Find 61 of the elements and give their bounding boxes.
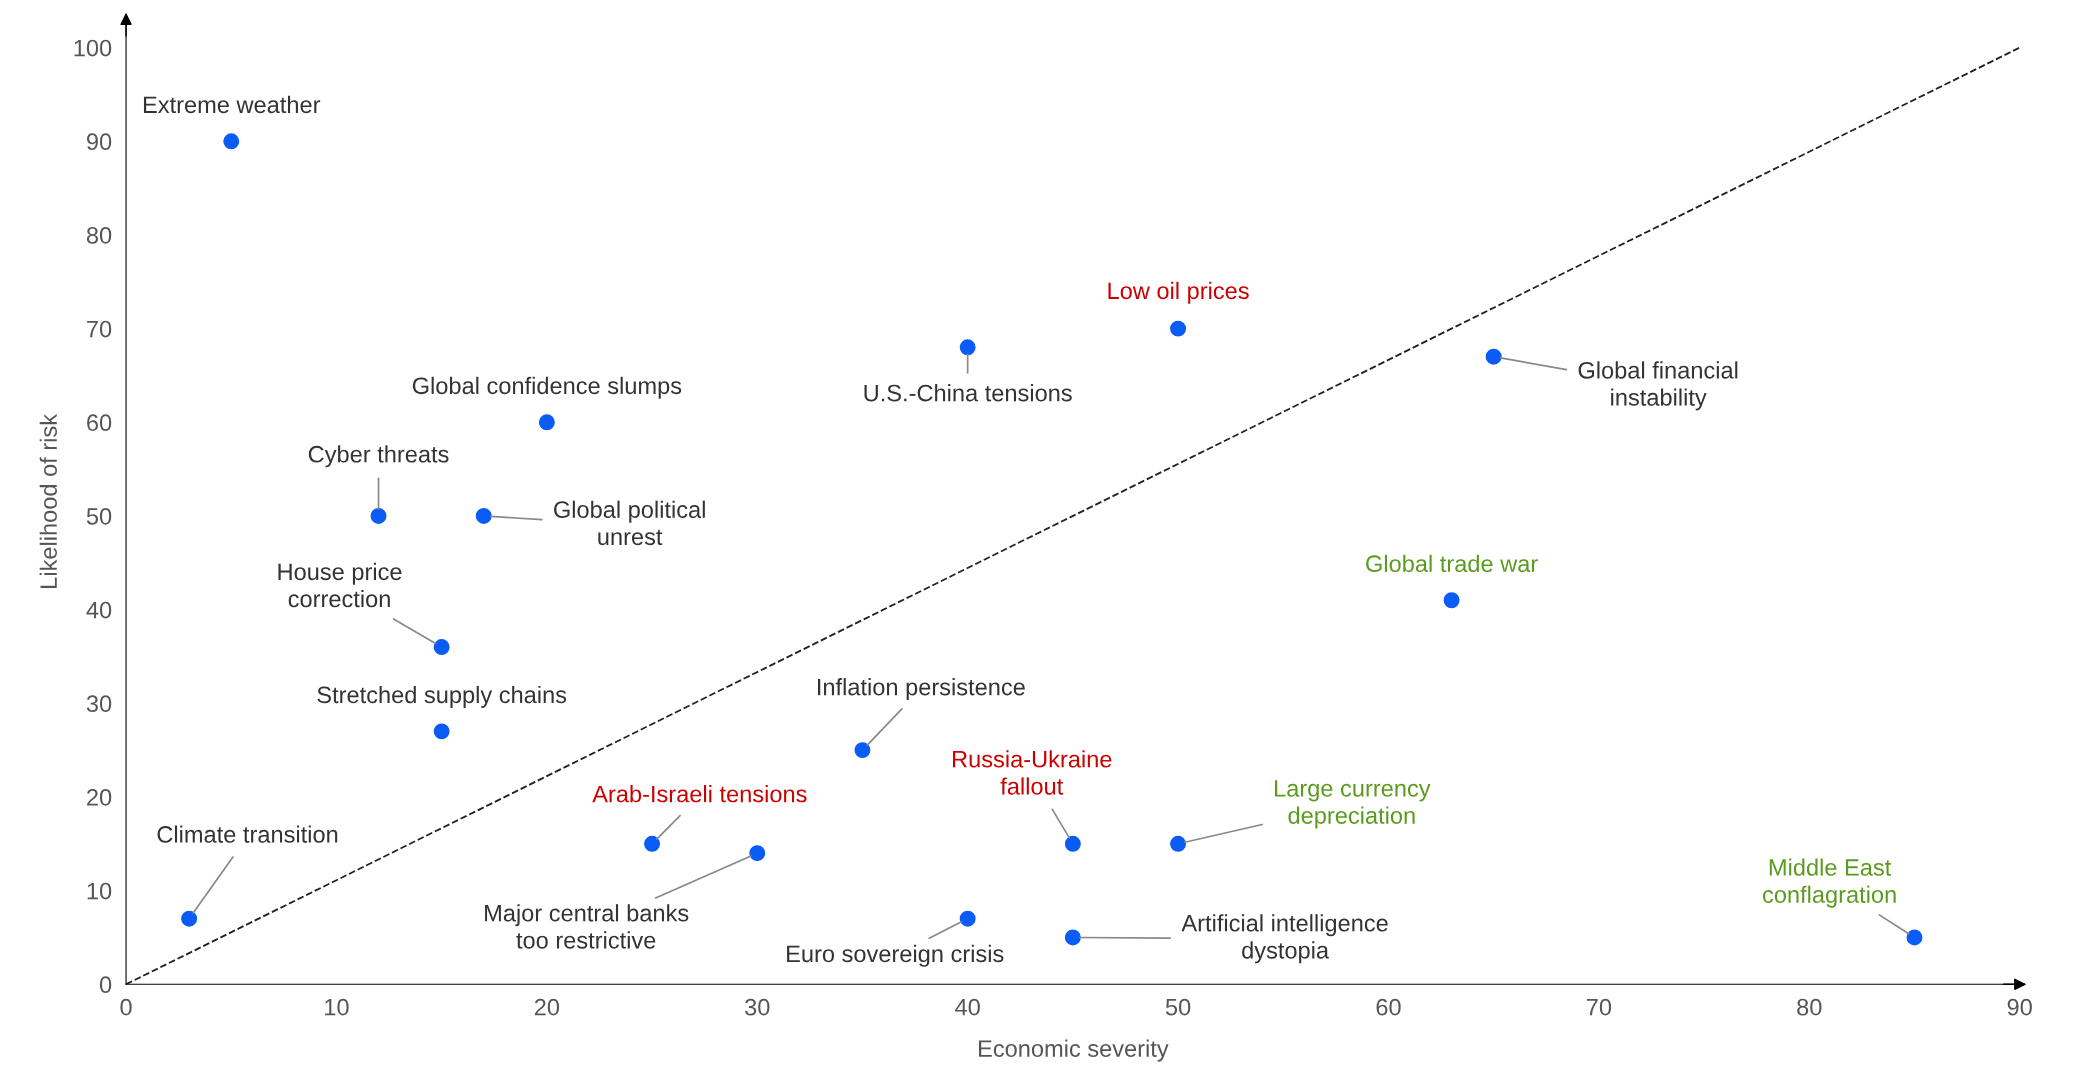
annotation: Global confidence slumps <box>412 376 682 399</box>
point <box>1906 929 1923 946</box>
annotation: Global trade war <box>1366 554 1538 573</box>
x-tick-label: 90 <box>2007 998 2032 1016</box>
x-tick-label: 60 <box>1376 998 1401 1016</box>
point <box>181 910 198 927</box>
y-axis-title: Likelihood of risk <box>39 413 57 588</box>
point <box>1064 929 1081 946</box>
x-axis-title: Economic severity <box>979 1039 1169 1062</box>
point <box>475 507 492 524</box>
annotation: Extreme weather <box>143 95 321 114</box>
annotation: Stretched supply chains <box>317 685 567 708</box>
y-tick-label: 80 <box>86 227 112 244</box>
point <box>433 723 450 740</box>
point <box>854 742 871 759</box>
annotation: Low oil prices <box>1108 281 1249 304</box>
y-tick-label: 0 <box>99 976 112 994</box>
point <box>1485 348 1502 365</box>
point <box>1443 592 1460 609</box>
annotation: Inflation persistence <box>818 678 1025 701</box>
y-tick-label: 30 <box>86 695 112 713</box>
y-tick-label: 40 <box>86 601 112 619</box>
y-tick-label: 100 <box>74 39 112 57</box>
y-tick-label: 10 <box>87 882 112 900</box>
annotation: Climate transition <box>157 825 338 843</box>
point <box>223 133 240 150</box>
x-tick-label: 30 <box>745 998 770 1016</box>
x-tick-label: 10 <box>325 998 349 1016</box>
x-tick-label: 70 <box>1586 998 1612 1016</box>
point <box>749 845 766 862</box>
point <box>1170 320 1187 337</box>
annotation: Large currency depreciation <box>1275 780 1431 829</box>
point <box>959 339 976 356</box>
annotation: U.S.-China tensions <box>864 384 1072 402</box>
annotation: Cyber threats <box>308 445 449 468</box>
annotation: Global political unrest <box>554 500 705 546</box>
point <box>433 639 450 656</box>
annotation: Middle East conflagration <box>1763 858 1896 908</box>
annotation: Euro sovereign crisis <box>787 944 1004 967</box>
point <box>959 910 976 927</box>
y-tick-label: 70 <box>87 320 112 338</box>
point <box>1170 835 1187 852</box>
annotation: Arab-Israeli tensions <box>592 785 807 803</box>
point <box>1064 835 1081 852</box>
point <box>644 835 661 852</box>
x-tick-label: 80 <box>1797 998 1822 1016</box>
annotation: Global financial instability <box>1578 361 1738 411</box>
y-tick-label: 60 <box>87 414 112 432</box>
annotation: Artificial intelligence dystopia <box>1181 914 1388 964</box>
y-tick-label: 20 <box>87 789 112 806</box>
point <box>538 414 555 431</box>
x-tick-label: 0 <box>120 998 132 1016</box>
point <box>370 507 387 524</box>
annotation: Major central banks too restrictive <box>485 904 689 949</box>
x-tick-label: 20 <box>534 998 560 1016</box>
annotation: Russia-Ukraine fallout <box>952 750 1112 795</box>
x-tick-label: 40 <box>955 998 980 1016</box>
annotation: House price correction <box>278 562 402 608</box>
x-tick-label: 50 <box>1165 998 1191 1016</box>
y-tick-label: 90 <box>87 133 112 151</box>
y-tick-label: 50 <box>86 508 112 525</box>
